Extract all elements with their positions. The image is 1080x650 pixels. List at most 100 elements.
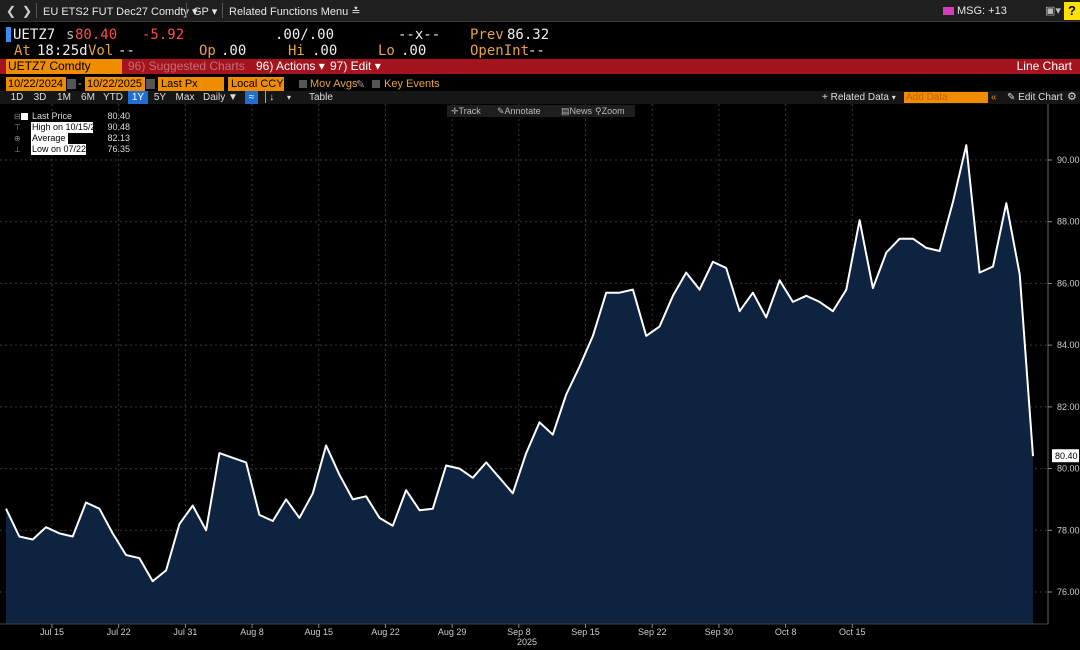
range-ytd[interactable]: YTD: [103, 92, 123, 103]
range-bar: 1D 3D 1M 6M YTD 1Y 5Y Max Daily ▼ ≈ │↓ ▾…: [0, 91, 1080, 104]
legend-low: ⊥ Low on 07/22/25 76.35: [10, 144, 134, 155]
chart-tools-bar: ✛ Track ✎ Annotate ▤ News ⚲ Zoom: [447, 105, 635, 117]
function-code: GP: [193, 6, 209, 18]
bid-ask-size: --x--: [398, 27, 441, 43]
help-button[interactable]: ?: [1064, 2, 1080, 20]
average-marker-icon: ⊕: [14, 134, 21, 143]
add-data-field[interactable]: Add Data: [904, 92, 988, 103]
edit-chart-button[interactable]: ✎ Edit Chart: [1007, 92, 1063, 103]
collapse-icon[interactable]: «: [991, 92, 997, 103]
window-icon[interactable]: ▣▾: [1045, 5, 1061, 17]
x-tick-label: Jul 22: [107, 627, 131, 637]
chart-type-label: Line Chart: [1016, 59, 1072, 73]
last-value-box: [1052, 449, 1079, 463]
open-price: .00: [221, 43, 247, 59]
x-tick-label: Sep 30: [705, 627, 734, 637]
legend-high: ⊤ High on 10/15/25 90.48: [10, 122, 134, 133]
low-price: .00: [401, 43, 427, 59]
calendar-icon[interactable]: [67, 79, 76, 89]
forward-arrow-icon[interactable]: ❯: [22, 4, 33, 18]
y-tick-label: 84.00: [1057, 340, 1080, 350]
calendar-icon[interactable]: [146, 79, 155, 89]
legend-last-price[interactable]: ⊟ Last Price 80.40: [10, 111, 134, 122]
legend-high-label: High on 10/15/25: [31, 122, 101, 133]
price-line: [5, 144, 1034, 583]
news-tool[interactable]: ▤ News: [561, 106, 593, 116]
ticker-marker: [6, 27, 11, 42]
zoom-tool[interactable]: ⚲ Zoom: [595, 106, 625, 116]
suggested-charts-button[interactable]: 96) Suggested Charts ▾: [124, 59, 250, 88]
line-chart-icon[interactable]: ≈: [245, 91, 258, 104]
x-tick-label: Aug 22: [371, 627, 400, 637]
last-value-label: 80.40: [1052, 449, 1079, 463]
actions-menu[interactable]: 96) Actions ▾: [256, 59, 325, 73]
range-1d[interactable]: 1D: [10, 92, 24, 103]
x-tick-label: Sep 15: [571, 627, 600, 637]
actions-label: 96) Actions: [256, 59, 316, 73]
gear-icon[interactable]: ⚙: [1067, 91, 1077, 103]
price-chart[interactable]: 76.00 78.00 80.00 82.00 84.00 86.00 88.00 90.00…: [0, 104, 1080, 650]
openint-label: OpenInt: [470, 43, 530, 59]
edit-chart-label: Edit Chart: [1018, 92, 1063, 103]
range-3d[interactable]: 3D: [33, 92, 47, 103]
quote-time: 18:25d: [37, 43, 88, 59]
security-selector[interactable]: EU ETS2 FUT Dec27 Comdty ▾: [43, 6, 198, 18]
edit-menu[interactable]: 97) Edit ▾: [330, 59, 381, 73]
function-selector[interactable]: GP ▾: [193, 6, 218, 18]
legend-high-value: 90.48: [107, 122, 130, 132]
period-selector[interactable]: Daily ▼: [203, 92, 238, 103]
low-label: Lo: [378, 43, 395, 59]
legend-low-label: Low on 07/22/25: [31, 144, 99, 155]
volume: --: [118, 43, 135, 59]
chart-controls: 10/22/2024 - 10/22/2025 Last Px Local CC…: [0, 77, 1080, 91]
key-events-checkbox[interactable]: [372, 80, 380, 88]
pencil-icon[interactable]: ✎: [356, 79, 366, 91]
top-nav-bar: ❮ ❯ EU ETS2 FUT Dec27 Comdty ▾ GP ▾ Rela…: [0, 0, 1080, 22]
period-label: Daily: [203, 92, 226, 103]
range-1y[interactable]: 1Y: [128, 91, 148, 104]
range-6m[interactable]: 6M: [81, 92, 95, 103]
mov-avgs-checkbox[interactable]: [299, 80, 307, 88]
legend-toggle-icon[interactable]: ⊟: [14, 112, 21, 121]
track-tool[interactable]: ✛ Track: [451, 106, 481, 116]
low-marker-icon: ⊥: [14, 145, 21, 154]
legend-last-label: Last Price: [31, 111, 73, 122]
back-arrow-icon[interactable]: ❮: [6, 4, 17, 18]
time-label: At: [14, 43, 31, 59]
y-axis-ticks: 76.00 78.00 80.00 82.00 84.00 86.00 88.00 90.00: [1048, 155, 1080, 597]
annotate-label: Annotate: [504, 106, 541, 116]
end-date-field[interactable]: 10/22/2025: [85, 77, 145, 91]
high-marker-icon: ⊤: [14, 123, 21, 132]
edit-label: 97) Edit: [330, 59, 372, 73]
legend-average: ⊕ Average 82.13: [10, 133, 134, 144]
message-count[interactable]: MSG: +13: [957, 5, 1007, 17]
y-tick-label: 76.00: [1057, 587, 1080, 597]
currency-selector[interactable]: Local CCY: [228, 77, 284, 91]
key-events-label: Key Events: [384, 78, 440, 90]
x-axis-ticks: Jul 15 Jul 22 Jul 31 Aug 8 Aug 15 Aug 22 Aug 2…: [40, 624, 866, 637]
related-data-button[interactable]: + Related Data ▾: [822, 92, 896, 103]
ticker[interactable]: UETZ7: [13, 27, 56, 43]
range-1m[interactable]: 1M: [57, 92, 71, 103]
x-tick-label: Sep 8: [507, 627, 531, 637]
last-price: 80.40: [75, 27, 118, 43]
chart-style-dropdown-icon[interactable]: ▾: [287, 93, 292, 102]
legend-swatch: [21, 113, 28, 120]
range-max[interactable]: Max: [175, 92, 195, 103]
x-tick-label: Aug 29: [438, 627, 467, 637]
bar-style-icon[interactable]: │↓: [263, 92, 275, 103]
field-selector[interactable]: Last Px: [158, 77, 224, 91]
message-icon: [943, 7, 954, 15]
table-button[interactable]: Table: [309, 92, 333, 103]
related-functions-menu[interactable]: Related Functions Menu ≛: [229, 6, 361, 18]
x-tick-label: Sep 22: [638, 627, 667, 637]
range-5y[interactable]: 5Y: [153, 92, 167, 103]
annotate-tool[interactable]: ✎ Annotate: [497, 106, 541, 116]
zoom-label: Zoom: [601, 106, 625, 116]
y-tick-label: 82.00: [1057, 402, 1080, 412]
start-date-field[interactable]: 10/22/2024: [6, 77, 66, 91]
security-field[interactable]: UETZ7 Comdty: [6, 59, 122, 74]
legend-low-value: 76.35: [107, 144, 130, 154]
open-interest: --: [528, 43, 545, 59]
date-separator: -: [78, 78, 82, 90]
